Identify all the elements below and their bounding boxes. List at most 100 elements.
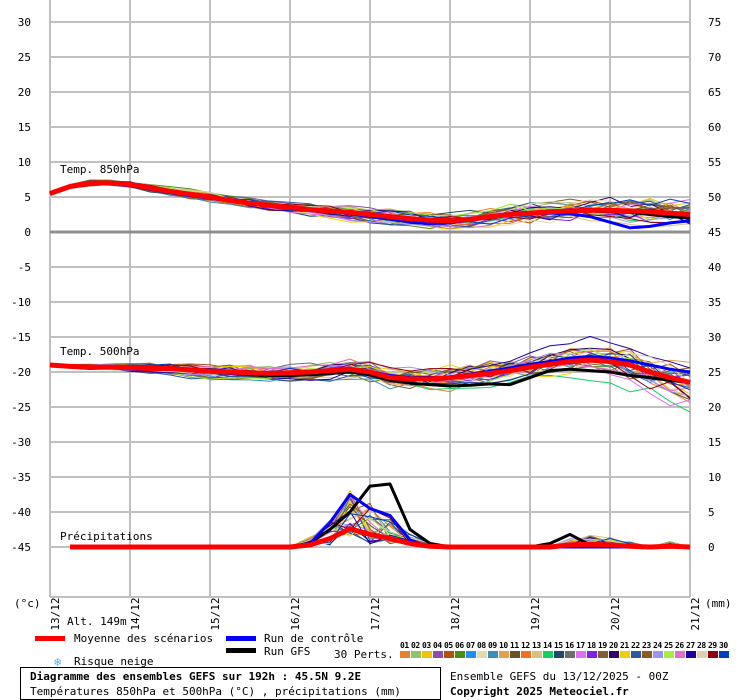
member-number: 23	[642, 641, 651, 650]
member-number: 29	[708, 641, 717, 650]
left-tick-label: 30	[18, 16, 31, 29]
left-tick-label: -10	[11, 296, 31, 309]
left-tick-label: 0	[24, 226, 31, 239]
chart-subtitle: Températures 850hPa et 500hPa (°C) , pré…	[30, 685, 401, 698]
member-color-swatch	[675, 651, 685, 658]
right-tick-label: 70	[708, 51, 721, 64]
series-mean-t850-line	[49, 180, 691, 224]
left-tick-label: 15	[18, 121, 31, 134]
member-number: 09	[488, 641, 497, 650]
right-tick-label: 0	[708, 541, 715, 554]
x-tick-label: 21/12	[689, 597, 702, 631]
member-number: 03	[422, 641, 431, 650]
legend-mean-label: Moyenne des scénarios	[74, 632, 214, 645]
member-number: 17	[576, 641, 585, 650]
legend-gfs-label: Run GFS	[264, 645, 311, 658]
left-tick-label: 20	[18, 86, 31, 99]
member-number: 28	[697, 641, 706, 650]
right-tick-label: 55	[708, 156, 721, 169]
left-tick-label: -40	[11, 506, 31, 519]
left-tick-label: 10	[18, 156, 31, 169]
member-color-swatch	[554, 651, 564, 658]
x-tick-label: 16/12	[289, 597, 302, 631]
member-number: 15	[554, 641, 563, 650]
legend-control-line	[226, 636, 256, 641]
run-info: Ensemble GEFS du 13/12/2025 - 00Z	[450, 670, 669, 683]
member-number: 04	[433, 641, 442, 650]
member-color-swatch	[631, 651, 641, 658]
member-color-swatch	[477, 651, 487, 658]
member-color-swatch	[664, 651, 674, 658]
member-color-swatch	[499, 651, 509, 658]
x-tick-label: 14/12	[129, 597, 142, 631]
member-number: 11	[510, 641, 519, 650]
members-count-label: 30 Perts.	[334, 648, 394, 661]
left-tick-label: -15	[11, 331, 31, 344]
member-number: 07	[466, 641, 475, 650]
left-tick-label: -30	[11, 436, 31, 449]
left-tick-label: -25	[11, 401, 31, 414]
member-color-swatch	[708, 651, 718, 658]
copyright: Copyright 2025 Meteociel.fr	[450, 685, 629, 698]
member-color-swatch	[433, 651, 443, 658]
member-number: 20	[609, 641, 618, 650]
member-number: 12	[521, 641, 530, 650]
member-color-swatch	[422, 651, 432, 658]
member-number: 14	[543, 641, 552, 650]
right-tick-label: 40	[708, 261, 721, 274]
member-color-swatch	[697, 651, 707, 658]
member-number: 02	[411, 641, 420, 650]
legend-snow-label: Risque neige	[74, 655, 154, 668]
member-color-swatch	[620, 651, 630, 658]
series-mean-t500-line	[49, 357, 691, 385]
right-tick-label: 65	[708, 86, 721, 99]
right-tick-label: 30	[708, 331, 721, 344]
right-tick-label: 5	[708, 506, 715, 519]
left-tick-label: -20	[11, 366, 31, 379]
member-color-swatch	[521, 651, 531, 658]
legend-gfs-line	[226, 648, 256, 653]
right-tick-label: 15	[708, 436, 721, 449]
member-number: 16	[565, 641, 574, 650]
left-tick-label: -45	[11, 541, 31, 554]
member-color-swatch	[400, 651, 410, 658]
member-number: 18	[587, 641, 596, 650]
right-tick-label: 10	[708, 471, 721, 484]
member-color-swatch	[598, 651, 608, 658]
member-number: 30	[719, 641, 728, 650]
x-tick-label: 20/12	[609, 597, 622, 631]
member-color-swatch	[488, 651, 498, 658]
legend-control-label: Run de contrôle	[264, 632, 364, 645]
panel-label-t850: Temp. 850hPa	[60, 163, 139, 176]
member-number: 06	[455, 641, 464, 650]
member-color-swatch	[653, 651, 663, 658]
right-tick-label: 20	[708, 401, 721, 414]
member-color-swatch	[543, 651, 553, 658]
member-number: 21	[620, 641, 629, 650]
x-tick-label: 13/12	[49, 597, 62, 631]
left-tick-label: 5	[24, 191, 31, 204]
altitude-label: Alt. 149m	[67, 615, 127, 628]
series-mean-precip-line	[70, 526, 691, 550]
member-color-swatch	[455, 651, 465, 658]
member-number: 25	[664, 641, 673, 650]
member-number: 27	[686, 641, 695, 650]
member-color-swatch	[466, 651, 476, 658]
member-number: 13	[532, 641, 541, 650]
member-color-swatch	[565, 651, 575, 658]
member-color-swatch	[411, 651, 421, 658]
x-tick-label: 17/12	[369, 597, 382, 631]
x-tick-label: 19/12	[529, 597, 542, 631]
snowflake-icon: ❄	[54, 655, 62, 669]
member-number: 26	[675, 641, 684, 650]
right-tick-label: 50	[708, 191, 721, 204]
member-number: 01	[400, 641, 409, 650]
member-color-swatch	[576, 651, 586, 658]
x-tick-label: 18/12	[449, 597, 462, 631]
left-tick-label: 25	[18, 51, 31, 64]
left-tick-label: -35	[11, 471, 31, 484]
right-tick-label: 75	[708, 16, 721, 29]
left-axis-unit: (°c)	[14, 597, 41, 610]
member-color-swatch	[642, 651, 652, 658]
